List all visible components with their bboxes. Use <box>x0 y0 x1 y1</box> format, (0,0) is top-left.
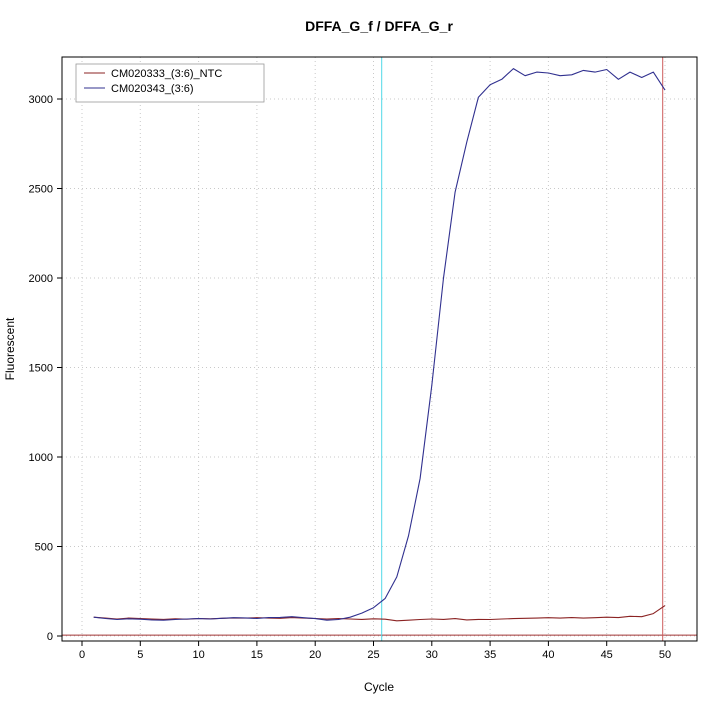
series-line-1 <box>93 68 666 621</box>
x-tick-label: 10 <box>192 649 204 661</box>
y-tick-label: 500 <box>35 542 53 554</box>
x-axis-label: Cycle <box>364 680 394 694</box>
legend-label-1: CM020343_(3:6) <box>111 83 194 95</box>
chart-title: DFFA_G_f / DFFA_G_r <box>305 18 453 34</box>
x-tick-label: 15 <box>251 649 263 661</box>
y-tick-label: 1500 <box>29 363 53 375</box>
x-tick-label: 25 <box>367 649 379 661</box>
x-tick-label: 30 <box>426 649 438 661</box>
x-tick-label: 0 <box>79 649 85 661</box>
series-line-0 <box>93 605 666 622</box>
x-tick-label: 45 <box>601 649 613 661</box>
plot-frame <box>61 56 698 642</box>
y-tick-label: 1000 <box>29 452 53 464</box>
x-tick-label: 20 <box>309 649 321 661</box>
x-tick-label: 5 <box>137 649 143 661</box>
x-tick-label: 50 <box>659 649 671 661</box>
reference-lines-layer <box>62 57 697 641</box>
y-tick-label: 2500 <box>29 184 53 196</box>
series-layer <box>93 68 666 622</box>
legend-box <box>75 63 265 103</box>
y-tick-label: 2000 <box>29 273 53 285</box>
legend: CM020333_(3:6)_NTC CM020343_(3:6) <box>75 63 265 103</box>
x-tick-label: 35 <box>484 649 496 661</box>
y-tick-label: 3000 <box>29 94 53 106</box>
x-tick-label: 40 <box>542 649 554 661</box>
y-tick-label: 0 <box>47 631 53 643</box>
grid-layer <box>62 57 697 641</box>
legend-label-0: CM020333_(3:6)_NTC <box>111 68 222 80</box>
axes-frame-layer: 0 5 10 15 20 25 30 35 40 45 5005001000150020002500… <box>29 56 698 661</box>
y-axis-label: Fluorescent <box>3 317 17 380</box>
